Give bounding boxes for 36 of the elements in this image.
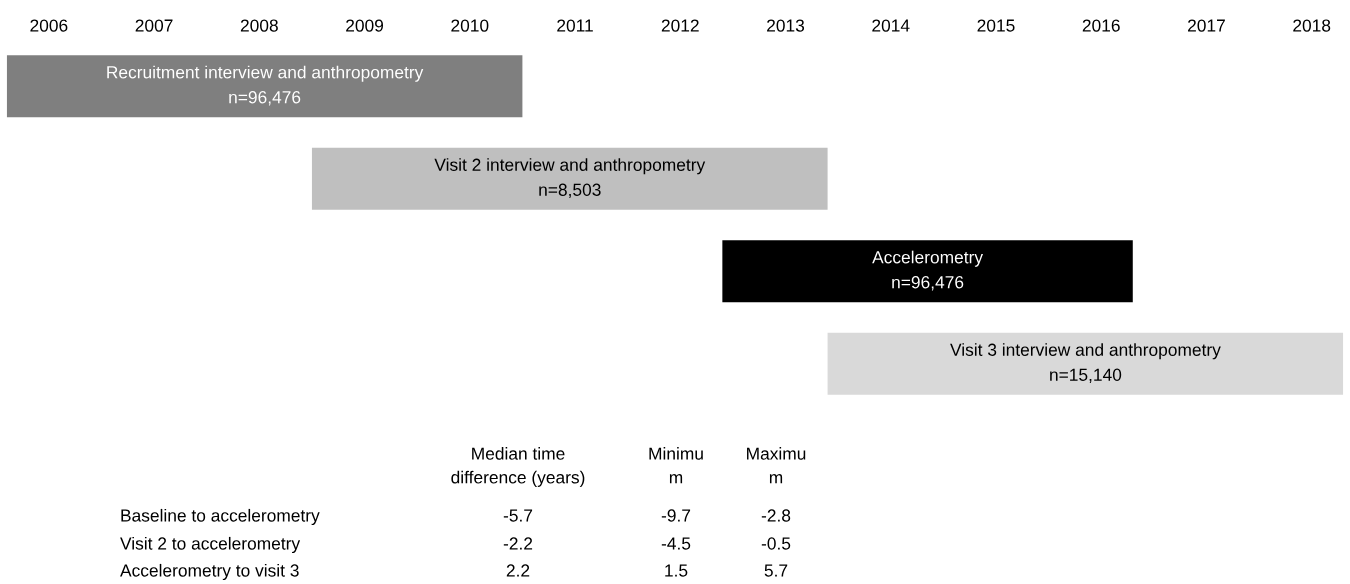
x-tick-label: 2018 <box>1293 19 1331 32</box>
text: Baseline to accelerometry <box>121 508 320 526</box>
text: 1.5 <box>665 564 688 577</box>
text: Accelerometry to visit 3 <box>120 563 299 581</box>
text: -4.5 <box>661 537 691 550</box>
x-tick-label: 2011 <box>557 19 593 32</box>
text: -5.7 <box>503 509 533 522</box>
x-tick-label: 2008 <box>240 19 278 32</box>
y-tick-label: Accelerometry n=96,476 <box>872 250 984 291</box>
x-tick-label: 2017 <box>1188 19 1225 32</box>
bar <box>6 55 523 118</box>
text: Median time difference (years) <box>451 447 585 487</box>
y-tick-label: Visit 2 interview and anthropometry n=8,503 <box>434 158 706 198</box>
text: Visit 2 to accelerometry <box>120 536 301 554</box>
bar <box>722 240 1133 303</box>
text: -2.2 <box>503 537 533 550</box>
x-tick-label: 2007 <box>135 19 173 32</box>
x-tick-label: 2015 <box>977 19 1015 32</box>
x-tick-label: 2016 <box>1082 19 1120 32</box>
y-tick-label: Visit 3 interview and anthropometry n=15,140 <box>950 343 1221 383</box>
text: -9.7 <box>661 509 691 522</box>
x-tick-label: 2014 <box>872 19 910 32</box>
text: -0.5 <box>761 537 791 550</box>
x-tick-label: 2009 <box>346 19 384 32</box>
text: Minimu m <box>649 447 703 484</box>
x-tick-label: 2010 <box>451 19 489 32</box>
y-tick-label: Recruitment interview and anthropometry n=96,476 <box>107 65 424 106</box>
x-tick-label: 2013 <box>767 19 805 32</box>
bar <box>827 332 1344 395</box>
x-tick-label: 2012 <box>661 19 699 32</box>
text: 2.2 <box>506 564 530 577</box>
text: 5.7 <box>764 564 788 577</box>
text: Maximu m <box>747 447 806 484</box>
text: -2.8 <box>761 509 791 522</box>
x-tick-label: 2006 <box>30 19 68 32</box>
bar <box>311 147 828 210</box>
